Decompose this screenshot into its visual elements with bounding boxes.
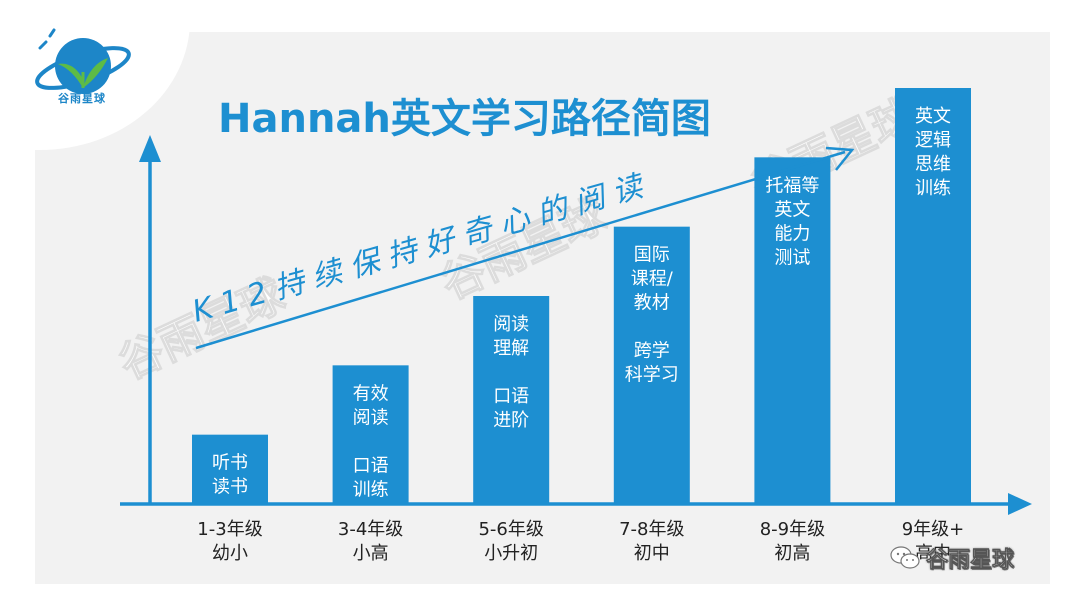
bar-label: 有效 (353, 383, 389, 404)
bar (192, 434, 268, 504)
bar-label: 逻辑 (915, 130, 951, 151)
bar-label: 进阶 (493, 410, 529, 431)
bar-label: 课程/ (631, 269, 674, 290)
logo-text: 谷雨星球 (58, 92, 106, 105)
category-label: 小升初 (484, 543, 538, 564)
bar-label: 阅读 (353, 407, 389, 428)
bar-label: 测试 (774, 247, 810, 268)
category-label: 7-8年级 (619, 519, 684, 540)
category-label: 1-3年级 (197, 519, 262, 540)
bar-label: 能力 (774, 223, 810, 244)
bar-label: 思维 (915, 154, 951, 175)
category-label: 3-4年级 (338, 519, 403, 540)
axis-arrow-icon (1008, 493, 1032, 515)
bar-label: 跨学 (634, 341, 670, 362)
bar (613, 226, 690, 504)
bar-label: 口语 (493, 386, 529, 407)
bar-label: 读书 (212, 477, 248, 498)
category-label: 5-6年级 (478, 519, 543, 540)
bar-label: 理解 (493, 338, 529, 359)
bar-label: 口语 (353, 455, 389, 476)
bar-label: 英文 (915, 106, 951, 127)
page-title: Hannah英文学习路径简图 (218, 96, 711, 142)
bar-label: 英文 (774, 199, 810, 220)
bar (895, 88, 971, 504)
bar-label: 听书 (212, 453, 248, 474)
bar-label: 国际 (634, 245, 670, 266)
bar-label: 训练 (353, 479, 389, 500)
category-label: 幼小 (212, 543, 248, 564)
category-label: 初高 (774, 543, 810, 564)
bar (332, 365, 409, 504)
trend-arrow-head (825, 146, 855, 171)
bar (754, 157, 831, 505)
category-label: 小高 (353, 543, 389, 564)
footer-watermark: 谷雨星球 (890, 541, 1014, 575)
wechat-icon (890, 546, 920, 569)
bar (473, 296, 550, 504)
bar-label: 科学习 (625, 365, 679, 386)
bar-label: 托福等 (765, 175, 819, 196)
category-label: 高中 (915, 543, 951, 564)
bar-label: 训练 (915, 178, 951, 199)
category-label: 9年级+ (902, 519, 965, 540)
trend-arrow-line (195, 150, 846, 350)
footer-text: 谷雨星球 (926, 548, 1015, 574)
category-label: 初中 (634, 543, 670, 564)
planet-logo-icon (35, 28, 131, 94)
bar-label: 教材 (634, 293, 670, 314)
category-label: 8-9年级 (760, 519, 825, 540)
axis-arrow-icon (139, 135, 161, 162)
bar-label: 阅读 (493, 314, 529, 335)
